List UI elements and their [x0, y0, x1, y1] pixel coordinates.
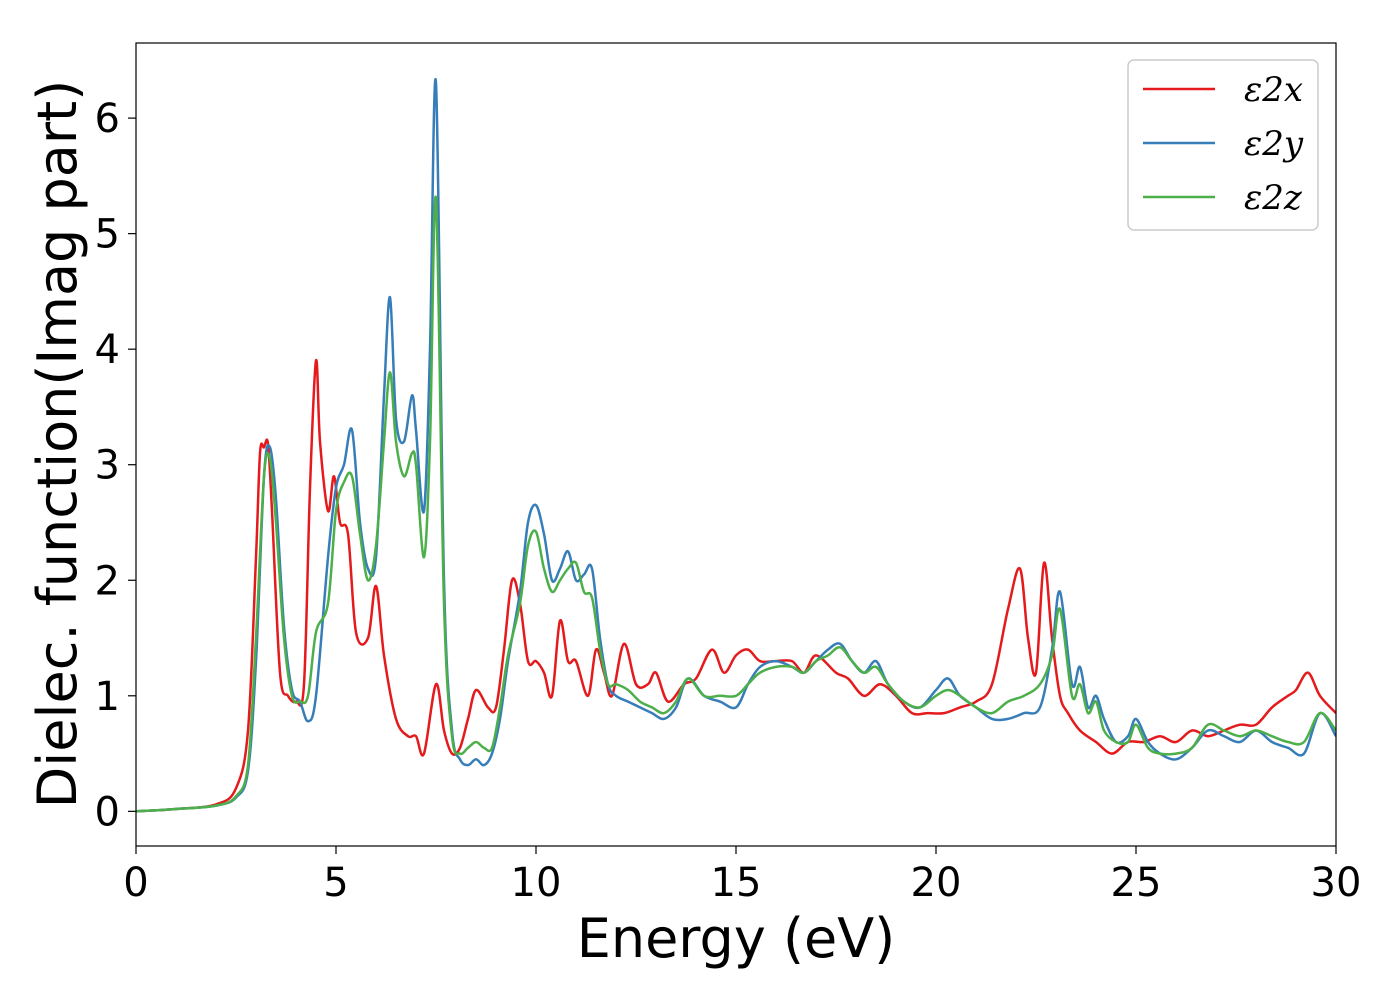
- x-tick-label: 15: [711, 860, 762, 906]
- series-line-2: [136, 78, 1336, 813]
- x-tick-label: 10: [511, 860, 562, 906]
- y-tick-label: 2: [95, 558, 120, 604]
- x-tick-label: 20: [911, 860, 962, 906]
- legend-label: ε2x: [1244, 70, 1303, 110]
- legend-label: ε2z: [1244, 178, 1303, 218]
- y-axis-ticks: 0 1 2 3 4 5 6: [95, 96, 136, 835]
- x-tick-label: 0: [123, 860, 148, 906]
- x-axis-label: Energy (eV): [577, 907, 896, 970]
- y-tick-label: 5: [95, 212, 120, 258]
- series-line-1: [136, 359, 1336, 813]
- y-tick-label: 1: [95, 674, 120, 720]
- legend-label: ε2y: [1244, 124, 1304, 164]
- x-tick-label: 30: [1311, 860, 1362, 906]
- x-axis-ticks: 0 5 10 15 20 25 30: [123, 846, 1361, 906]
- y-tick-label: 3: [95, 443, 120, 489]
- y-axis-label: Dielec. function(Imag part): [26, 80, 89, 809]
- series-layer: [136, 78, 1336, 813]
- legend: ε2x ε2y ε2z: [1127, 59, 1319, 231]
- y-tick-label: 4: [95, 327, 120, 373]
- y-tick-label: 0: [95, 789, 120, 835]
- y-tick-label: 6: [95, 96, 120, 142]
- x-tick-label: 5: [323, 860, 348, 906]
- series-line-3: [136, 195, 1336, 813]
- x-tick-label: 25: [1111, 860, 1162, 906]
- legend-box: [1127, 59, 1319, 231]
